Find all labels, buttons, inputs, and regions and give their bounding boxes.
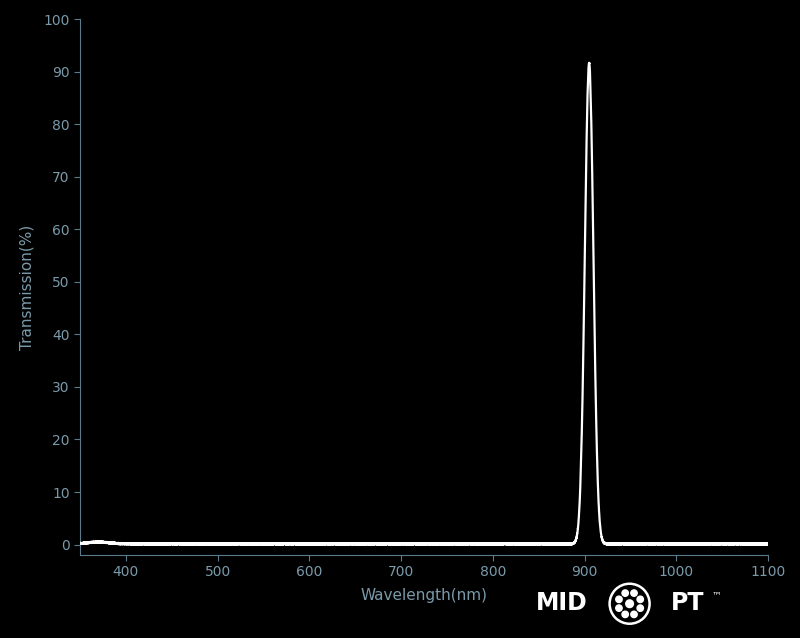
Circle shape xyxy=(637,596,643,602)
Circle shape xyxy=(616,605,622,611)
Circle shape xyxy=(631,611,638,618)
Circle shape xyxy=(616,596,622,602)
Circle shape xyxy=(637,605,643,611)
Circle shape xyxy=(622,590,628,597)
Text: MID: MID xyxy=(536,591,588,615)
X-axis label: Wavelength(nm): Wavelength(nm) xyxy=(361,588,487,603)
Circle shape xyxy=(626,600,634,607)
Y-axis label: Transmission(%): Transmission(%) xyxy=(20,225,35,350)
Circle shape xyxy=(622,611,628,618)
Text: PT: PT xyxy=(670,591,704,615)
Circle shape xyxy=(631,590,638,597)
Text: ™: ™ xyxy=(712,590,722,600)
